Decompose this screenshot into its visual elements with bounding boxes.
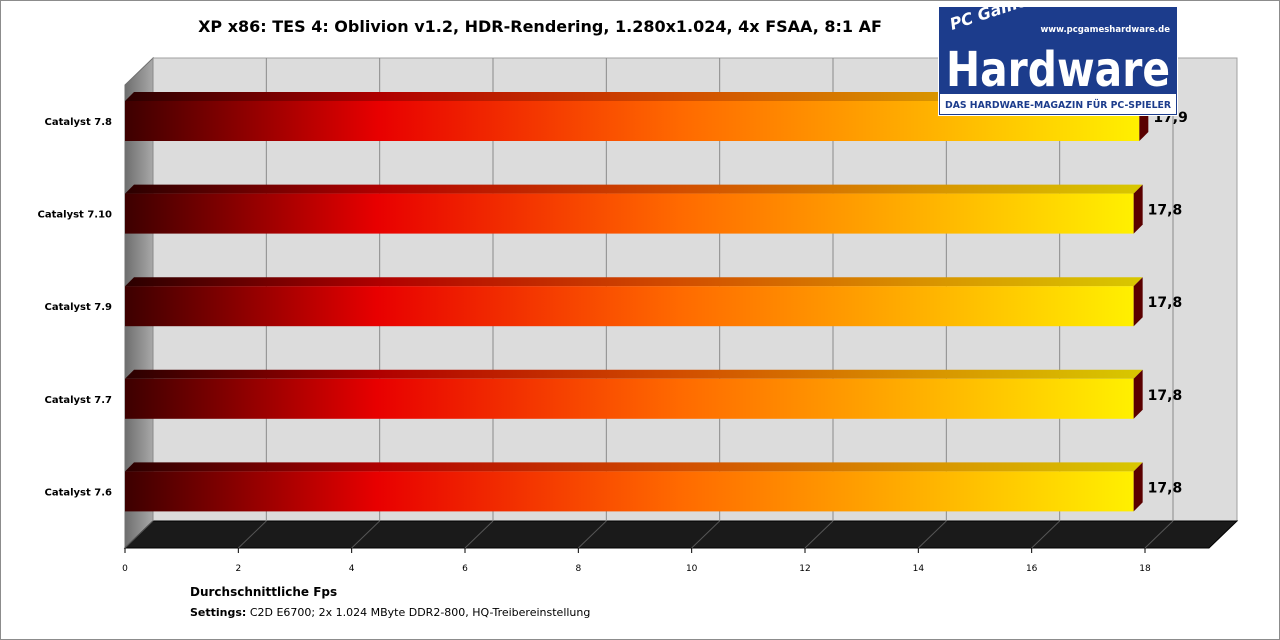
bar-end-face — [1133, 369, 1143, 419]
chart-floor — [123, 520, 1239, 549]
bars-group: 17,917,817,817,817,8 — [125, 92, 1188, 512]
x-tick-label: 16 — [1026, 564, 1038, 574]
pcgh-logo: PC Games www.pcgameshardware.de Hardware… — [937, 0, 1179, 117]
floor-gridline — [577, 520, 607, 549]
floor-gridline — [804, 520, 834, 549]
bar-front-face — [125, 193, 1134, 234]
category-label: Catalyst 7.8 — [45, 117, 113, 128]
bar-end-face — [1133, 277, 1143, 327]
settings-label: Settings: — [190, 606, 247, 619]
bar — [125, 462, 1143, 512]
bar — [125, 184, 1143, 234]
bar — [125, 369, 1143, 419]
x-tick-label: 6 — [462, 564, 468, 574]
logo-brand-big: Hardware — [946, 42, 1170, 98]
x-tick-label: 14 — [913, 564, 925, 574]
bar-end-face — [1133, 184, 1143, 234]
category-label: Catalyst 7.10 — [38, 210, 112, 221]
bar-front-face — [125, 471, 1134, 512]
settings-text: C2D E6700; 2x 1.024 MByte DDR2-800, HQ-T… — [246, 606, 591, 619]
bar-value-label: 17,8 — [1148, 480, 1183, 496]
bar-front-face — [125, 378, 1134, 419]
logo-tagline: DAS HARDWARE-MAGAZIN FÜR PC-SPIELER — [945, 97, 1171, 111]
bar-top-face — [125, 184, 1143, 194]
x-axis-label: Durchschnittliche Fps — [190, 585, 338, 599]
bar-value-label: 17,8 — [1148, 388, 1183, 404]
bar-value-label: 17,8 — [1148, 203, 1183, 219]
bar-front-face — [125, 286, 1134, 327]
bar — [125, 277, 1143, 327]
logo-reflection: DAS HARDWARE-MAGAZIN FÜR PC-SPIELER — [938, 116, 1178, 144]
settings-note: Settings: C2D E6700; 2x 1.024 MByte DDR2… — [190, 606, 590, 619]
floor-gridline — [1031, 520, 1061, 549]
floor-gridline — [124, 520, 154, 549]
category-label: Catalyst 7.9 — [45, 302, 113, 313]
bar-top-face — [125, 277, 1143, 287]
floor-gridline — [464, 520, 494, 549]
chart-title: XP x86: TES 4: Oblivion v1.2, HDR-Render… — [198, 17, 882, 36]
x-tick-label: 10 — [686, 564, 698, 574]
bar-value-label: 17,8 — [1148, 295, 1183, 311]
x-tick-label: 0 — [122, 564, 128, 574]
logo-url: www.pcgameshardware.de — [1040, 25, 1170, 35]
x-tick-label: 18 — [1139, 564, 1151, 574]
floor-gridline — [691, 520, 721, 549]
floor-gridline — [917, 520, 947, 549]
x-tick-label: 2 — [235, 564, 241, 574]
bar-top-face — [125, 92, 1149, 101]
x-tick-label: 8 — [575, 564, 581, 574]
category-labels: Catalyst 7.8 Catalyst 7.10 Catalyst 7.9 Cat… — [38, 117, 112, 498]
x-tick-label: 12 — [799, 564, 810, 574]
floor-gridline — [1144, 520, 1174, 549]
category-label: Catalyst 7.6 — [45, 487, 113, 498]
category-label: Catalyst 7.7 — [45, 395, 113, 406]
x-tick-label: 4 — [349, 564, 355, 574]
floor-gridline — [237, 520, 267, 549]
logo-graphic: PC Games www.pcgameshardware.de Hardware… — [937, 0, 1179, 117]
bar-top-face — [125, 462, 1143, 472]
x-tick-labels: 0 2 4 6 8 10 12 14 16 18 — [122, 564, 1151, 574]
bar-end-face — [1133, 462, 1143, 512]
floor-gridline — [351, 520, 381, 549]
bar-top-face — [125, 369, 1143, 379]
